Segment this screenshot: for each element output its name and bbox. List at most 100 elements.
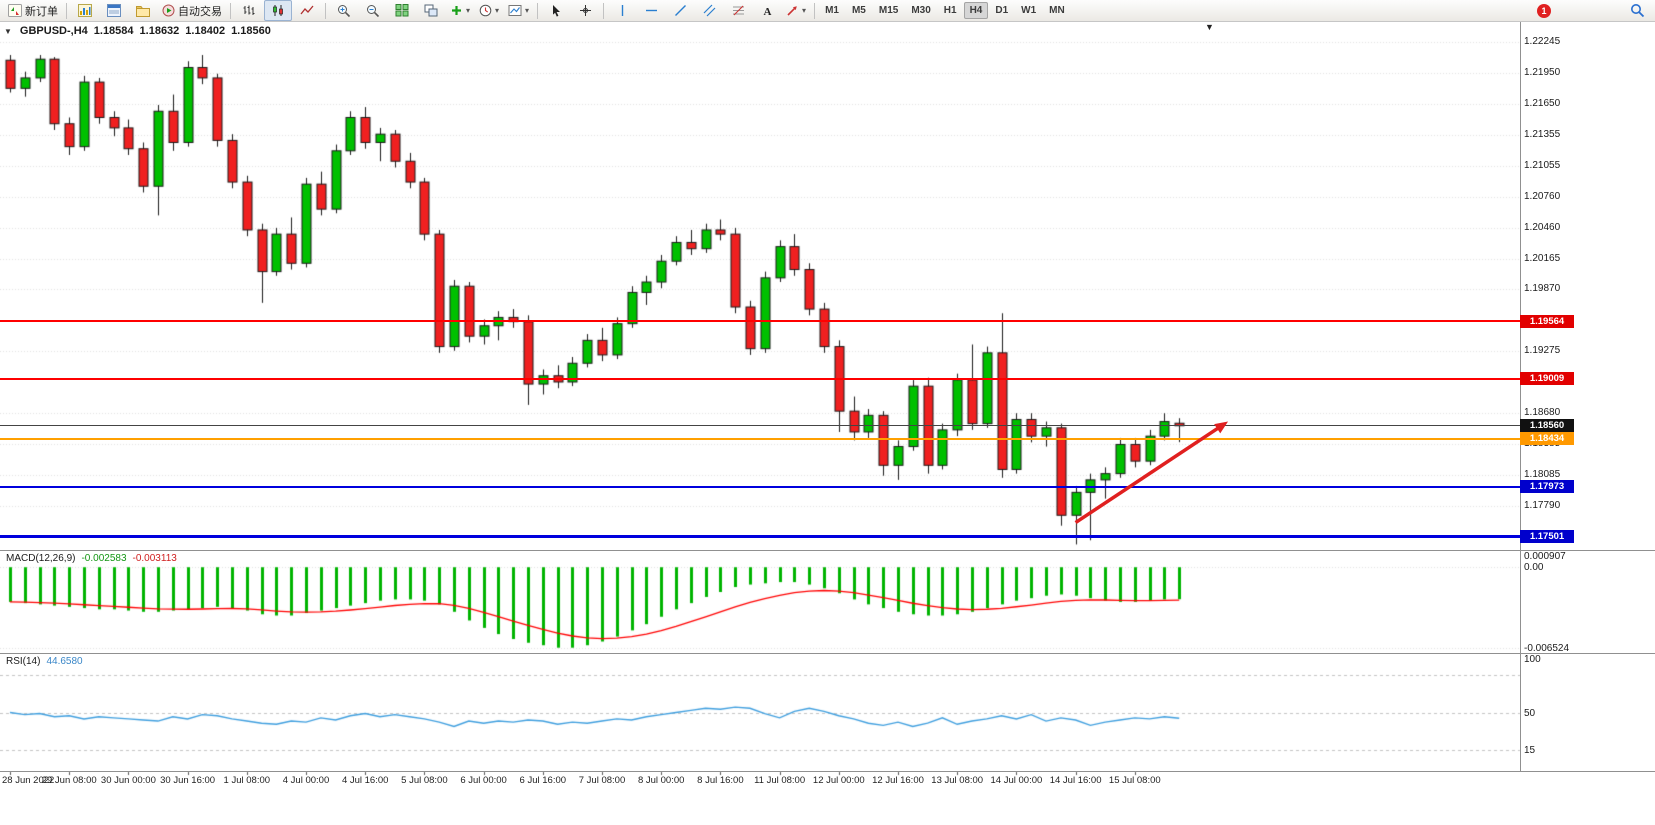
candle-chart-button[interactable] xyxy=(264,0,292,21)
timeframe-button-w1[interactable]: W1 xyxy=(1021,5,1037,16)
time-axis-label: 12 Jul 16:00 xyxy=(872,775,924,786)
price-axis-label: 1.22245 xyxy=(1524,36,1561,47)
timeframe-button-mn[interactable]: MN xyxy=(1049,5,1065,16)
chart-shift-marker[interactable]: ▼ xyxy=(1205,22,1214,32)
new-order-button[interactable]: 新订单 xyxy=(4,0,62,21)
price-axis-label: 1.18680 xyxy=(1524,407,1561,419)
text-icon: A xyxy=(761,4,774,17)
resistance-line-1[interactable] xyxy=(0,320,1520,323)
rsi-value: 44.6580 xyxy=(46,656,83,667)
hline-icon xyxy=(645,4,658,17)
data-window-icon xyxy=(107,4,121,17)
bid-price-line[interactable] xyxy=(0,425,1520,427)
channel-button[interactable] xyxy=(695,0,723,21)
search-button[interactable] xyxy=(1623,0,1651,21)
time-axis-label: 30 Jun 16:00 xyxy=(160,775,216,786)
support-line-orange[interactable] xyxy=(0,437,1520,440)
arrows-button[interactable]: ▾ xyxy=(782,0,810,21)
macd-signal-value: -0.003113 xyxy=(132,553,177,564)
fibonacci-button[interactable] xyxy=(724,0,752,21)
price-axis-label: 1.17790 xyxy=(1524,499,1561,511)
chevron-down-icon: ▾ xyxy=(495,5,500,15)
timeframe-button-m15[interactable]: M15 xyxy=(878,5,899,16)
support-line-blue-1[interactable] xyxy=(0,485,1520,488)
svg-text:A: A xyxy=(763,6,771,17)
navigator-icon xyxy=(136,4,150,17)
time-axis-label: 8 Jul 00:00 xyxy=(637,775,685,786)
time-axis-label: 15 Jul 08:00 xyxy=(1108,775,1161,786)
bar-chart-button[interactable] xyxy=(235,0,263,21)
notifications-badge[interactable]: 1 xyxy=(1537,3,1551,18)
macd-rsi-splitter[interactable] xyxy=(0,653,1655,654)
timeframe-button-h4[interactable]: H4 xyxy=(963,2,989,19)
indicators-button[interactable]: ▾ xyxy=(446,0,474,21)
timeframe-button-m5[interactable]: M5 xyxy=(851,5,866,16)
arrows-icon xyxy=(786,4,799,17)
price-axis-label: 1.20460 xyxy=(1524,221,1561,233)
auto-trading-button[interactable]: 自动交易 xyxy=(158,0,226,21)
price-axis-label: 1.21355 xyxy=(1524,128,1561,140)
rsi-name: RSI(14) xyxy=(6,656,41,667)
periods-icon xyxy=(479,4,492,17)
zoom-in-icon xyxy=(337,4,351,18)
price-axis-label: 1.19275 xyxy=(1524,345,1561,357)
support-line-blue-2[interactable] xyxy=(0,534,1520,538)
time-axis-label: 13 Jul 08:00 xyxy=(931,775,984,786)
navigator-button[interactable] xyxy=(129,0,157,21)
line-chart-button[interactable] xyxy=(293,0,321,21)
cascade-windows-button[interactable] xyxy=(417,0,445,21)
chevron-down-icon: ▾ xyxy=(525,5,530,15)
channel-icon xyxy=(703,4,716,17)
bar-chart-icon xyxy=(242,4,256,17)
zoom-out-button[interactable] xyxy=(359,0,387,21)
price-axis-line[interactable] xyxy=(1520,22,1521,771)
data-window-button[interactable] xyxy=(100,0,128,21)
toolbar-separator xyxy=(230,2,231,19)
timeframe-button-m1[interactable]: M1 xyxy=(825,5,839,16)
crosshair-button[interactable] xyxy=(571,0,599,21)
vertical-line-button[interactable] xyxy=(608,0,636,21)
crosshair-icon xyxy=(579,4,592,17)
time-axis-label: 8 Jul 16:00 xyxy=(697,775,744,786)
time-axis-label: 14 Jul 00:00 xyxy=(990,775,1043,786)
time-axis-border[interactable] xyxy=(0,771,1655,772)
cascade-windows-icon xyxy=(424,4,438,17)
new-order-icon xyxy=(8,4,22,17)
time-axis-label: 5 Jul 08:00 xyxy=(401,775,448,786)
price-badge: 1.17501 xyxy=(1520,529,1574,543)
market-watch-button[interactable] xyxy=(71,0,99,21)
rsi-axis-label: 15 xyxy=(1524,744,1536,756)
timeframe-button-d1[interactable]: D1 xyxy=(995,5,1009,16)
text-label-button[interactable]: A xyxy=(753,0,781,21)
horizontal-line-button[interactable] xyxy=(637,0,665,21)
line-chart-icon xyxy=(300,4,314,17)
resistance-line-2[interactable] xyxy=(0,377,1520,380)
cursor-icon xyxy=(550,4,563,17)
tile-windows-button[interactable] xyxy=(388,0,416,21)
tile-windows-icon xyxy=(395,4,409,17)
trendline-button[interactable] xyxy=(666,0,694,21)
time-axis-label: 7 Jul 08:00 xyxy=(578,775,626,786)
market-watch-icon xyxy=(78,4,92,17)
chevron-down-icon: ▾ xyxy=(802,5,807,15)
templates-button[interactable]: ▾ xyxy=(504,0,533,21)
toolbar-separator xyxy=(814,2,816,19)
macd-axis-label: -0.006524 xyxy=(1524,643,1570,654)
cursor-button[interactable] xyxy=(542,0,570,21)
chart-macd-splitter[interactable] xyxy=(0,550,1655,551)
fibonacci-icon xyxy=(732,4,745,17)
price-badge: 1.18560 xyxy=(1520,419,1574,433)
zoom-in-button[interactable] xyxy=(330,0,358,21)
auto-trading-button-label: 自动交易 xyxy=(178,5,222,18)
trendline-icon xyxy=(674,4,687,17)
time-axis-label: 12 Jul 00:00 xyxy=(812,775,865,786)
price-axis-label: 1.21950 xyxy=(1524,66,1561,78)
timeframe-button-m30[interactable]: M30 xyxy=(911,5,931,16)
one-click-trading-toggle[interactable]: ▼ xyxy=(4,26,12,36)
periods-button[interactable]: ▾ xyxy=(475,0,503,21)
price-badge: 1.19009 xyxy=(1520,372,1574,386)
timeframe-button-h1[interactable]: H1 xyxy=(943,5,957,16)
chevron-down-icon: ▾ xyxy=(466,5,471,15)
